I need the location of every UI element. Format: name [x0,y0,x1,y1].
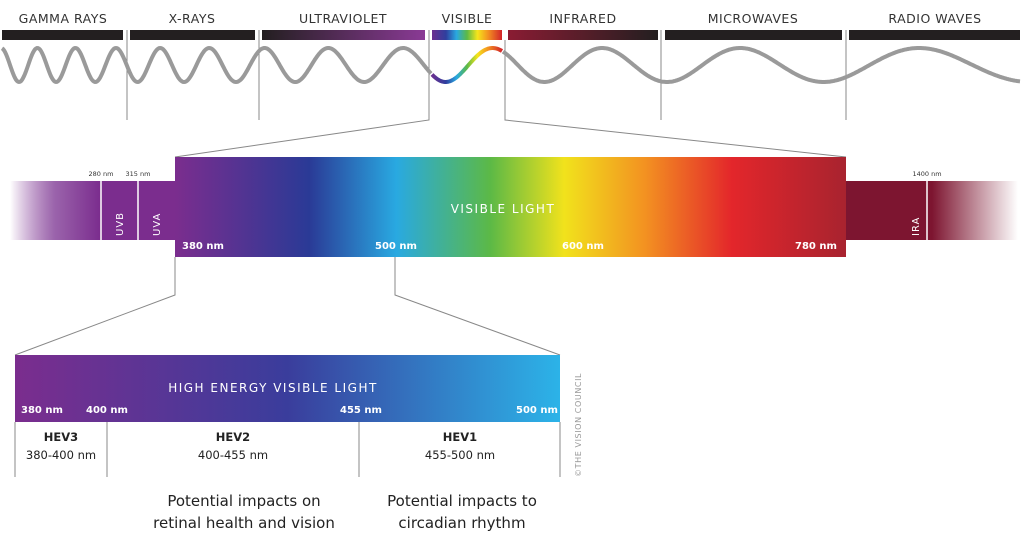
spectrum-category-labels: GAMMA RAYS X-RAYS ULTRAVIOLET VISIBLE IN… [19,11,981,26]
wave-gray [0,45,1021,85]
caption-circadian-line1: Potential impacts to [387,492,537,510]
bar-microwaves [665,30,842,40]
hev1-name: HEV1 [443,430,477,444]
label-gamma-rays: GAMMA RAYS [19,11,108,26]
visible-light-title: VISIBLE LIGHT [451,202,556,216]
marker-280nm: 280 nm [89,170,114,178]
caption-circadian-line2: circadian rhythm [398,514,525,532]
visible-spectrum [175,157,846,257]
hev-wl-400: 400 nm [86,405,128,416]
bar-radio [849,30,1020,40]
bar-visible [432,30,502,40]
spectrum-bars [2,30,1020,40]
hev-band: HIGH ENERGY VISIBLE LIGHT 380 nm 400 nm … [14,355,561,477]
hev2-range: 400-455 nm [198,448,268,462]
label-x-rays: X-RAYS [169,11,216,26]
zoom-line-right [394,257,561,356]
wl-600: 600 nm [562,241,604,252]
wave-visible [430,46,504,84]
hev-wl-455: 455 nm [340,405,382,416]
wl-780: 780 nm [795,241,837,252]
label-ira: IRA [911,217,922,236]
hev-spectrum [15,355,560,422]
hev-title: HIGH ENERGY VISIBLE LIGHT [168,381,378,395]
uv-fade [10,181,100,240]
ir-band [846,181,1018,240]
caption-retinal-line2: retinal health and vision [153,514,335,532]
bar-infrared [508,30,658,40]
label-ultraviolet: ULTRAVIOLET [299,11,387,26]
dividers [126,30,847,158]
hev-wl-380: 380 nm [21,405,63,416]
label-infrared: INFRARED [549,11,616,26]
bar-xray [130,30,255,40]
hev2-name: HEV2 [216,430,250,444]
hev3-range: 380-400 nm [26,448,96,462]
label-radio-waves: RADIO WAVES [888,11,981,26]
label-visible: VISIBLE [442,11,493,26]
label-uvb: UVB [115,212,126,236]
wl-380: 380 nm [182,241,224,252]
caption-retinal-line1: Potential impacts on [167,492,320,510]
bar-gamma [2,30,123,40]
hev1-range: 455-500 nm [425,448,495,462]
label-microwaves: MICROWAVES [708,11,799,26]
zoom-line-left [14,257,176,356]
visible-light-band: 280 nm 315 nm UVB UVA 1400 nm IRA VISIBL… [10,157,1018,257]
bar-ultraviolet [262,30,425,40]
marker-315nm: 315 nm [126,170,151,178]
label-uva: UVA [152,213,163,236]
marker-1400nm: 1400 nm [912,170,941,178]
wl-500: 500 nm [375,241,417,252]
copyright: ©THE VISION COUNCIL [574,373,583,477]
hev-wl-500: 500 nm [516,405,558,416]
hev3-name: HEV3 [44,430,78,444]
